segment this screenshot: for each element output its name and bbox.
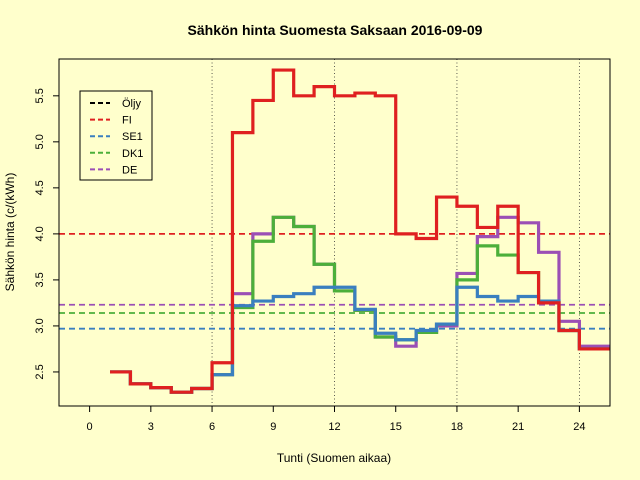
y-axis-label: Sähkön hinta (c/(kWh)	[3, 173, 17, 292]
y-tick-label: 3.5	[34, 272, 46, 287]
legend-label: SE1	[122, 131, 143, 143]
legend-label: DK1	[122, 148, 143, 160]
y-axis: 2.5 3.0 3.5 4.0 4.5 5.0 5.5	[34, 88, 59, 380]
y-tick-label: 3.0	[34, 318, 46, 333]
x-tick-label: 9	[270, 421, 276, 433]
legend: Öljy FI SE1 DK1 DE	[79, 90, 153, 181]
series-lines	[110, 68, 610, 394]
x-tick-label: 3	[148, 421, 154, 433]
x-tick-label: 24	[573, 421, 585, 433]
y-tick-label: 5.0	[34, 134, 46, 149]
series-line-fi	[110, 68, 610, 394]
x-tick-label: 21	[512, 421, 524, 433]
legend-label: DE	[122, 164, 137, 176]
legend-box	[79, 90, 153, 181]
x-tick-label: 0	[87, 421, 93, 433]
y-tick-label: 2.5	[34, 364, 46, 379]
legend-label: FI	[122, 115, 132, 127]
y-tick-label: 5.5	[34, 88, 46, 103]
x-tick-label: 15	[390, 421, 402, 433]
x-axis: 0 3 6 9 12 15 18 21 24	[87, 406, 586, 433]
chart-title: Sähkön hinta Suomesta Saksaan 2016-09-09	[188, 22, 483, 38]
x-axis-label: Tunti (Suomen aikaa)	[277, 451, 391, 465]
x-tick-label: 18	[451, 421, 463, 433]
x-tick-label: 6	[209, 421, 215, 433]
legend-label: Öljy	[122, 98, 141, 110]
y-tick-label: 4.5	[34, 180, 46, 195]
y-tick-label: 4.0	[34, 226, 46, 241]
mean-lines	[59, 232, 610, 330]
x-tick-label: 12	[328, 421, 340, 433]
